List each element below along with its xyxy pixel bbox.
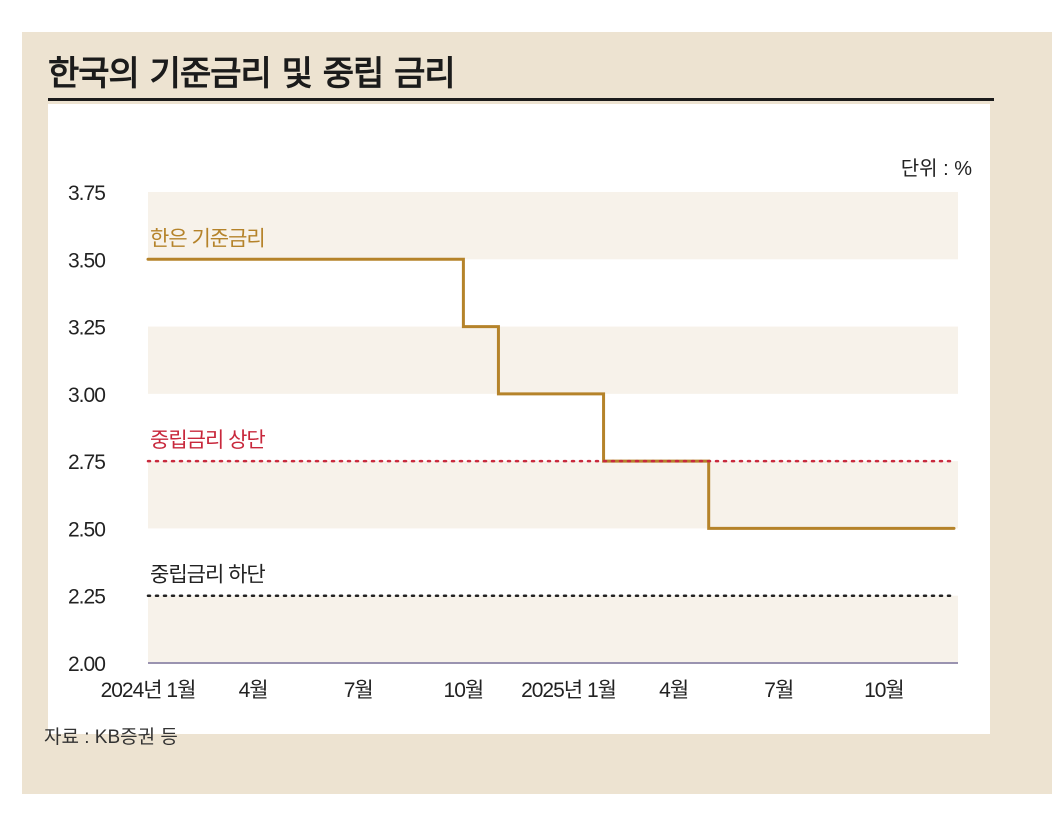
unit-label: 단위 : % xyxy=(900,158,972,180)
series-label: 중립금리 하단 xyxy=(150,564,265,587)
grid-band xyxy=(148,595,958,663)
x-tick-label: 4월 xyxy=(239,679,268,702)
y-tick-label: 2.25 xyxy=(68,586,105,609)
series-line xyxy=(146,257,956,530)
y-tick-label: 3.25 xyxy=(68,317,105,340)
x-tick-label: 2024년 1월 xyxy=(101,679,196,702)
y-tick-label: 2.00 xyxy=(68,653,105,676)
y-tick-label: 2.75 xyxy=(68,451,105,474)
x-tick-label: 10월 xyxy=(444,679,484,702)
y-tick-label: 2.50 xyxy=(68,518,105,541)
source-note: 자료 : KB증권 등 xyxy=(44,727,178,748)
chart-panel: 단위 : % 3.75 3.50 3.25 3.00 2.75 2.50 2.25 2.00 2… xyxy=(48,104,990,734)
grid-band xyxy=(148,326,958,394)
y-tick-label: 3.00 xyxy=(68,384,105,407)
chart-title: 한국의 기준금리 및 중립 금리 xyxy=(48,54,456,94)
x-tick-label: 4월 xyxy=(659,679,688,702)
series-label: 한은 기준금리 xyxy=(150,227,265,250)
x-tick-label: 2025년 1월 xyxy=(521,679,616,702)
grid-band xyxy=(148,192,958,260)
x-tick-label: 7월 xyxy=(344,679,373,702)
grid-band xyxy=(148,461,958,529)
x-tick-label: 10월 xyxy=(864,679,904,702)
y-tick-label: 3.50 xyxy=(68,249,105,272)
title-rule xyxy=(48,98,994,101)
series-label: 중립금리 상단 xyxy=(150,429,265,452)
chart-svg: 3.75 3.50 3.25 3.00 2.75 2.50 2.25 2.00 2024년 1월… xyxy=(68,182,958,702)
x-tick-label: 7월 xyxy=(764,679,793,702)
y-tick-label: 3.75 xyxy=(68,182,105,205)
